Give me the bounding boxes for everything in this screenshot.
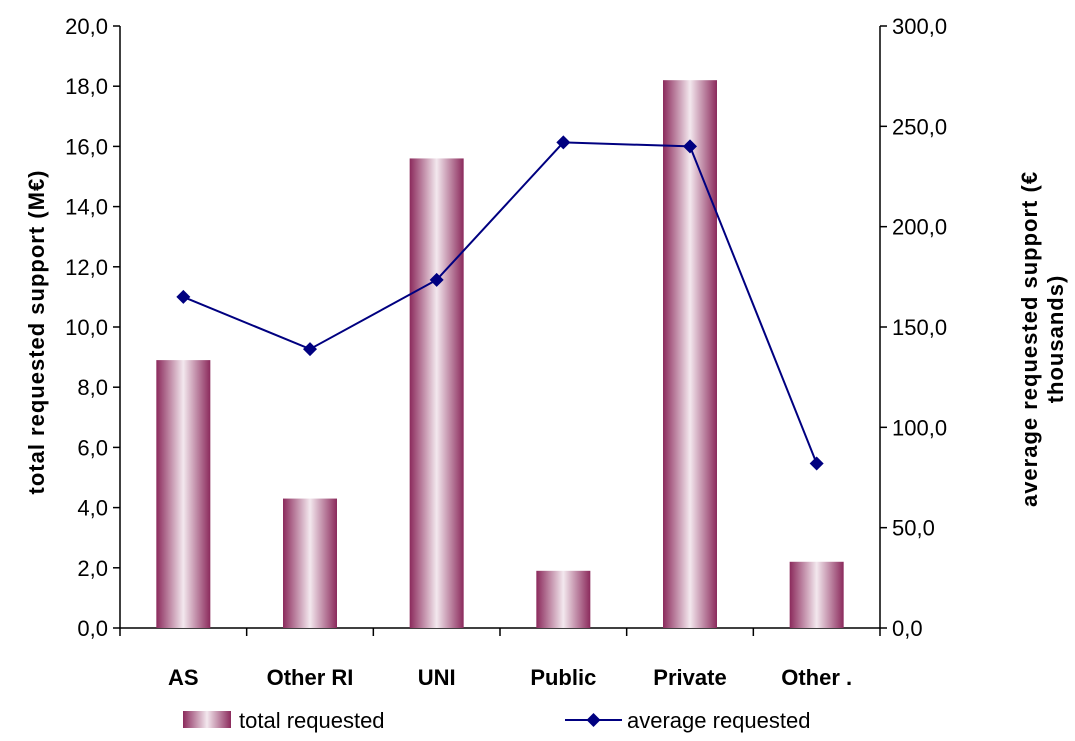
right-tick-label: 200,0 [892,215,947,240]
line-point [683,139,697,154]
left-tick-label: 10,0 [65,315,108,340]
line-point [809,456,824,471]
series-line [182,141,818,464]
left-tick-label: 0,0 [77,616,108,641]
left-tick-label: 2,0 [77,556,108,581]
category-labels: AS Other RI UNI Public Private Other . [168,665,852,690]
legend-bar-swatch [183,711,231,728]
left-axis-title: total requested support (M€) [24,169,49,494]
category-label: Private [653,665,726,690]
left-tick-label: 20,0 [65,14,108,39]
right-ticks: 0,0 50,0 100,0 150,0 200,0 250,0 300,0 [880,14,947,641]
bar [663,80,717,629]
right-tick-label: 250,0 [892,114,947,139]
right-tick-label: 150,0 [892,315,947,340]
bar [283,498,337,628]
line-point [176,289,191,304]
line-point [303,342,317,357]
category-label: Other RI [267,665,354,690]
right-tick-label: 0,0 [892,616,923,641]
left-ticks: 0,0 2,0 4,0 6,0 8,0 10,0 12,0 14,0 16,0 18,0 20,0 [65,14,120,641]
legend: total requested average requested [183,708,810,733]
left-tick-label: 14,0 [65,195,108,220]
right-tick-label: 300,0 [892,14,947,39]
right-tick-label: 50,0 [892,516,935,541]
x-ticks [119,628,881,636]
legend-line-label: average requested [627,708,810,733]
line-point [556,135,571,150]
category-label: UNI [418,665,456,690]
left-tick-label: 6,0 [77,435,108,460]
category-label: Public [530,665,596,690]
axes [119,26,881,629]
bar [409,158,464,628]
right-axis-title-line1: average requested support (€ [1017,171,1042,507]
line-point [429,272,444,287]
left-tick-label: 4,0 [77,496,108,521]
left-tick-label: 12,0 [65,255,108,280]
bar [536,570,591,628]
category-label: Other . [781,665,852,690]
bar-series [156,80,844,629]
right-axis-title-line2: thousands) [1043,275,1068,404]
bar [789,561,844,628]
line-series [176,135,824,471]
left-tick-label: 8,0 [77,375,108,400]
legend-line-marker [586,713,601,727]
left-tick-label: 16,0 [65,134,108,159]
category-label: AS [168,665,199,690]
left-tick-label: 18,0 [65,74,108,99]
right-tick-label: 100,0 [892,415,947,440]
bar [156,360,211,628]
legend-bar-label: total requested [239,708,385,733]
